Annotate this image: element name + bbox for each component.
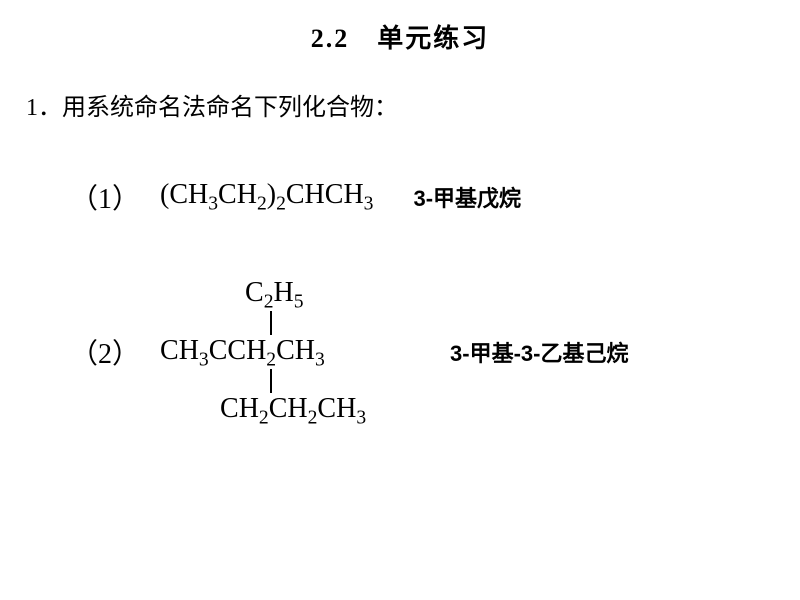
structure-bottom-group: CH2CH2CH3 <box>220 393 366 430</box>
structure-mid-group: CH3CCH2CH3 <box>160 335 325 372</box>
answer-1-text: 甲基戊烷 <box>433 186 521 211</box>
problem-1-answer: 3-甲基戊烷 <box>373 181 521 213</box>
page-title: 2.2 单元练习 <box>0 0 800 55</box>
structure-bond-bottom <box>270 369 272 393</box>
structure-top-group: C2H5 <box>245 277 304 314</box>
answer-1-prefix: 3- <box>413 186 433 211</box>
answer-2-prefix1: 3- <box>450 341 470 366</box>
question-header: 1．用系统命名法命名下列化合物： <box>0 55 800 122</box>
problem-1-formula: (CH3CH2)2CHCH3 <box>140 179 373 216</box>
answer-2-prefix2: -3- <box>514 341 541 366</box>
answer-2-mid2: 乙基己烷 <box>540 341 628 366</box>
problem-1-label: （1） <box>70 177 140 217</box>
answer-2-mid1: 甲基 <box>470 341 514 366</box>
problem-2-label: （2） <box>70 332 140 372</box>
problem-2-row: （2） C2H5 CH3CCH2CH3 CH2CH2CH3 3-甲基-3-乙基己… <box>0 217 800 427</box>
problem-2-answer: 3-甲基-3-乙基己烷 <box>420 336 628 368</box>
problem-1-row: （1） (CH3CH2)2CHCH3 3-甲基戊烷 <box>0 122 800 217</box>
problem-2-structure: C2H5 CH3CCH2CH3 CH2CH2CH3 <box>160 277 420 427</box>
structure-bond-top <box>270 311 272 335</box>
